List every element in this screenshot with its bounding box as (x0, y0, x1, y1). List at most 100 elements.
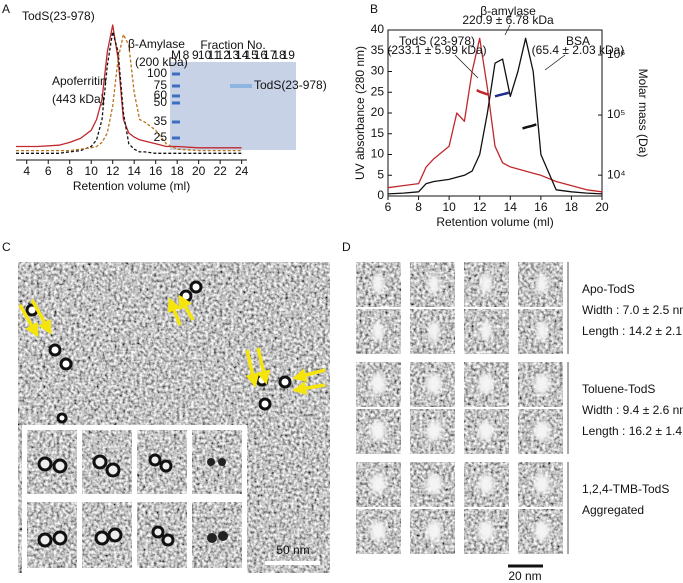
marker-size: 75 (154, 78, 168, 92)
lane-label: 15 (244, 48, 258, 62)
marker-band (172, 136, 180, 140)
x-tick-label: 8 (415, 200, 422, 214)
x-axis-label: Retention volume (ml) (436, 215, 553, 229)
lane-label: 8 (183, 48, 190, 62)
annotation: 220.9 ± 6.78 kDa (462, 13, 554, 27)
annotation: Apoferritin (52, 74, 107, 88)
lane-label: 11 (208, 48, 221, 62)
marker-size: 35 (154, 114, 168, 128)
particle (428, 321, 440, 341)
y-tick-label: 30 (371, 64, 385, 78)
particle (426, 374, 442, 394)
y-tick-label: 35 (371, 43, 385, 57)
particle (536, 274, 548, 294)
band-label: TodS(23-978) (254, 78, 327, 92)
annotation: (200 kDa) (135, 55, 188, 69)
micrograph (18, 262, 330, 573)
x-tick-label: 10 (442, 200, 456, 214)
mass-trace (494, 91, 510, 98)
lane-label: 17 (263, 48, 277, 62)
y-tick-label: 20 (371, 105, 385, 119)
x-tick-label: 14 (504, 200, 518, 214)
y-tick-label: 15 (371, 126, 385, 140)
x-tick-label: 10 (85, 164, 99, 178)
x-tick-label: 14 (128, 164, 142, 178)
particle (478, 374, 494, 394)
marker-lane-label: M (171, 48, 181, 62)
y2-tick-label: 10⁶ (607, 47, 625, 61)
lane-label: 19 (282, 48, 296, 62)
annotation: (443 kDa) (52, 92, 105, 106)
scale-bar-label: 20 nm (508, 569, 541, 583)
particle (426, 521, 442, 541)
lane-label: 14 (235, 48, 249, 62)
lane-label: 12 (217, 48, 231, 62)
particle (426, 474, 442, 494)
y-tick-label: 40 (371, 22, 385, 36)
marker-band (172, 84, 180, 88)
marker-size: 50 (154, 95, 168, 109)
x-tick-label: 16 (534, 200, 548, 214)
particle (478, 474, 494, 494)
particle (370, 421, 386, 441)
x-axis-label: Retention volume (ml) (73, 179, 190, 193)
particle (536, 321, 548, 341)
particle (480, 274, 492, 294)
line (16, 31, 242, 154)
particle (372, 274, 384, 294)
gel-band (230, 84, 252, 88)
x-tick-label: 18 (565, 200, 579, 214)
x-tick-label: 22 (213, 164, 227, 178)
marker-band (172, 101, 180, 105)
line (387, 37, 603, 193)
marker-size: 60 (154, 88, 168, 102)
y2-tick-label: 10⁵ (607, 107, 625, 121)
lane-label: 18 (272, 48, 286, 62)
x-tick-label: 6 (45, 164, 52, 178)
y-tick-label: 10 (371, 147, 385, 161)
mass-trace (476, 88, 490, 96)
panel-label: C (2, 240, 11, 254)
panel-label: B (370, 2, 378, 16)
x-tick-label: 6 (385, 200, 392, 214)
particle (534, 421, 550, 441)
leader-line (454, 54, 479, 79)
annotation: β-amylase (480, 4, 536, 18)
particle (478, 421, 494, 441)
particle (372, 321, 384, 341)
lane-label: 9 (192, 48, 199, 62)
x-tick-label: 16 (149, 164, 163, 178)
x-tick-label: 12 (106, 164, 120, 178)
gel-inset (170, 62, 296, 150)
line (387, 37, 603, 195)
group-detail: Aggregated (582, 503, 644, 517)
y-axis-label: UV absorbance (280 nm) (353, 46, 367, 180)
group-name: 1,2,4-TMB-TodS (582, 482, 669, 496)
y-tick-label: 25 (371, 84, 385, 98)
x-tick-label: 18 (170, 164, 184, 178)
marker-size: 100 (147, 66, 167, 80)
scale-bar-label: 50 nm (276, 543, 309, 557)
inset-title: Fraction No. (200, 38, 265, 52)
group-name: Apo-TodS (582, 282, 635, 296)
marker-band (172, 72, 180, 76)
annotation: TodS (23-978) (399, 34, 475, 48)
panel-label: D (342, 240, 351, 254)
x-tick-label: 20 (595, 200, 609, 214)
particle (370, 374, 386, 394)
lane-label: 13 (226, 48, 240, 62)
group-name: Toluene-TodS (582, 382, 655, 396)
line (16, 33, 242, 152)
x-tick-label: 12 (473, 200, 487, 214)
annotation: BSA (566, 34, 590, 48)
y-tick-label: 0 (377, 188, 384, 202)
x-tick-label: 20 (192, 164, 206, 178)
arrows (18, 294, 326, 396)
group-detail: Width : 7.0 ± 2.5 nm (582, 303, 683, 317)
annotation: (65.4 ± 2.03 kDa) (532, 43, 625, 57)
particle (534, 474, 550, 494)
particle (534, 521, 550, 541)
particle (370, 521, 386, 541)
group-detail: Length : 14.2 ± 2.1 nm (582, 324, 683, 338)
